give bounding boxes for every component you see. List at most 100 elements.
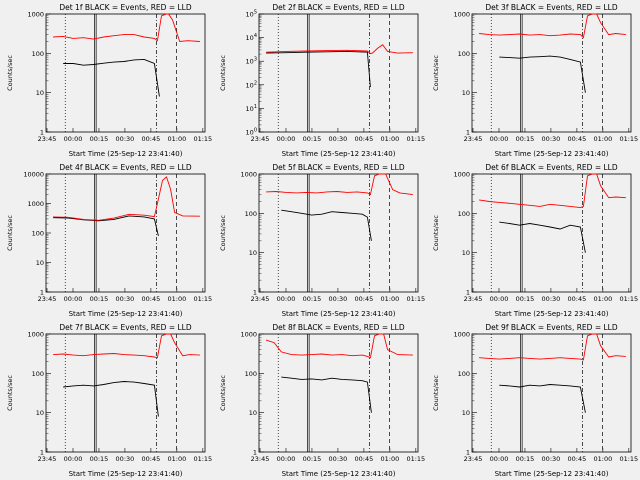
x-tick-label: 01:15	[619, 135, 638, 143]
x-tick-label: 00:45	[355, 135, 374, 143]
y-tick-label: 10	[462, 249, 470, 257]
y-tick-label: 1000	[453, 331, 470, 339]
x-tick-label: 00:30	[542, 135, 561, 143]
x-tick-label: 00:00	[277, 455, 296, 463]
x-tick-label: 00:45	[568, 295, 587, 303]
panel-det-3: Det 3f BLACK = Events, RED = LLD Counts/s…	[432, 3, 638, 158]
x-tick-label: 00:15	[516, 295, 535, 303]
series-line-lld	[53, 176, 200, 221]
x-tick-label: 01:00	[593, 455, 612, 463]
plot-frame	[471, 13, 632, 133]
y-tick-label: 1	[466, 129, 470, 137]
x-tick-label: 23:45	[251, 135, 270, 143]
x-tick-label: 00:15	[303, 295, 322, 303]
series-line-events	[63, 58, 160, 97]
series-line-lld	[266, 44, 413, 55]
x-tick-label: 23:45	[38, 295, 57, 303]
y-tick-label: 100	[458, 210, 470, 218]
x-tick-label: 00:30	[329, 455, 348, 463]
x-tick-label: 23:45	[251, 455, 270, 463]
y-axis-label: Counts/sec	[219, 215, 227, 251]
series-line-lld	[265, 333, 413, 359]
y-tick-label: 1	[40, 289, 44, 297]
x-tick-label: 00:15	[90, 135, 109, 143]
y-axis-label: Counts/sec	[432, 55, 440, 91]
x-tick-label: 00:30	[116, 135, 135, 143]
y-tick-label: 100	[245, 370, 257, 378]
panel-title: Det 5f BLACK = Events, RED = LLD	[272, 163, 405, 172]
x-tick-label: 00:45	[568, 455, 587, 463]
x-tick-label: 00:00	[490, 135, 509, 143]
plot-frame	[258, 13, 419, 133]
y-tick-label: 1000	[27, 11, 44, 19]
y-tick-label: 1000	[240, 171, 257, 179]
x-tick-label: 01:00	[167, 295, 186, 303]
y-axis-label: Counts/sec	[6, 375, 14, 411]
x-tick-label: 01:00	[380, 455, 399, 463]
series-line-events	[53, 215, 159, 237]
y-tick-label: 10	[36, 89, 44, 97]
y-tick-label: 10	[462, 89, 470, 97]
series-line-lld	[479, 173, 626, 209]
y-tick-label: 100	[458, 370, 470, 378]
series-line-events	[266, 50, 371, 88]
y-tick-label: 100	[32, 370, 44, 378]
y-tick-label: 1000	[27, 200, 44, 208]
x-tick-label: 00:00	[277, 135, 296, 143]
x-tick-label: 00:30	[329, 295, 348, 303]
x-tick-label: 23:45	[38, 135, 57, 143]
x-tick-label: 00:00	[277, 295, 296, 303]
panel-det-8: Det 8f BLACK = Events, RED = LLD Counts/s…	[219, 323, 425, 478]
panel-det-1: Det 1f BLACK = Events, RED = LLD Counts/s…	[6, 3, 212, 158]
x-axis-label: Start Time (25-Sep-12 23:41:40)	[282, 150, 396, 158]
series-line-events	[499, 55, 586, 93]
y-tick-label: 100	[458, 50, 470, 58]
x-tick-label: 01:15	[619, 295, 638, 303]
x-axis-label: Start Time (25-Sep-12 23:41:40)	[69, 310, 183, 318]
plot-frame	[45, 173, 206, 293]
x-tick-label: 23:45	[251, 295, 270, 303]
y-tick-label: 1000	[453, 171, 470, 179]
x-tick-label: 00:30	[542, 295, 561, 303]
x-tick-label: 00:45	[142, 295, 161, 303]
series-line-events	[63, 381, 159, 417]
x-tick-label: 00:45	[142, 135, 161, 143]
y-axis-label: Counts/sec	[6, 215, 14, 251]
y-tick-label: 10	[249, 249, 257, 257]
x-tick-label: 01:00	[167, 455, 186, 463]
y-tick-label: 101	[246, 104, 257, 113]
x-tick-label: 00:45	[142, 455, 161, 463]
panel-det-6: Det 6f BLACK = Events, RED = LLD Counts/s…	[432, 163, 638, 318]
panel-det-9: Det 9f BLACK = Events, RED = LLD Counts/s…	[432, 323, 638, 478]
x-tick-label: 01:15	[193, 295, 212, 303]
panel-det-2: Det 2f BLACK = Events, RED = LLD Counts/s…	[219, 3, 425, 158]
x-tick-label: 01:15	[406, 135, 425, 143]
x-axis-label: Start Time (25-Sep-12 23:41:40)	[495, 470, 609, 478]
x-tick-label: 01:15	[193, 455, 212, 463]
y-axis-label: Counts/sec	[6, 55, 14, 91]
x-tick-label: 00:45	[355, 455, 374, 463]
y-tick-label: 10	[36, 409, 44, 417]
y-tick-label: 102	[246, 80, 257, 89]
panel-title: Det 4f BLACK = Events, RED = LLD	[59, 163, 192, 172]
x-axis-label: Start Time (25-Sep-12 23:41:40)	[495, 150, 609, 158]
plot-frame	[471, 333, 632, 453]
x-tick-label: 00:15	[303, 455, 322, 463]
series-line-lld	[53, 333, 200, 359]
x-tick-label: 23:45	[38, 455, 57, 463]
panel-title: Det 3f BLACK = Events, RED = LLD	[485, 3, 618, 12]
x-tick-label: 00:00	[64, 135, 83, 143]
panel-title: Det 6f BLACK = Events, RED = LLD	[485, 163, 618, 172]
x-tick-label: 01:00	[593, 295, 612, 303]
y-tick-label: 100	[246, 128, 257, 137]
y-tick-label: 1000	[27, 331, 44, 339]
panel-title: Det 2f BLACK = Events, RED = LLD	[272, 3, 405, 12]
x-tick-label: 00:30	[329, 135, 348, 143]
panel-title: Det 9f BLACK = Events, RED = LLD	[485, 323, 618, 332]
series-line-events	[499, 221, 586, 253]
x-tick-label: 00:15	[90, 455, 109, 463]
y-tick-label: 1	[466, 289, 470, 297]
y-tick-label: 100	[245, 210, 257, 218]
x-tick-label: 23:45	[464, 135, 483, 143]
